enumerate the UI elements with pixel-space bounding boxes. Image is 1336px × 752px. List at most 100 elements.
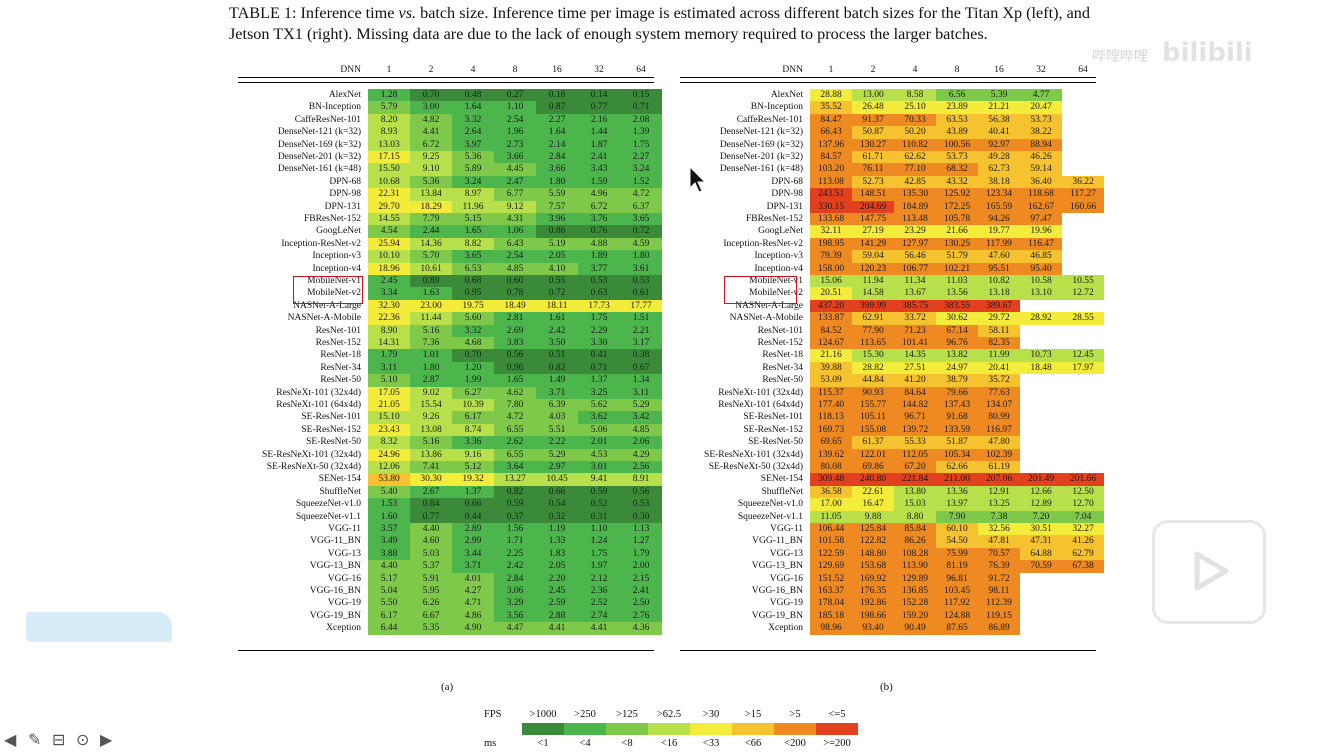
table-cell: 5.39	[978, 89, 1020, 102]
table-cell: 62.62	[894, 151, 936, 164]
table-cell: 124.88	[936, 609, 978, 623]
table-cell	[1062, 411, 1104, 423]
table-cell: 6.72	[410, 138, 452, 151]
table-cell: 3.83	[494, 337, 536, 350]
table-cell: 17.00	[810, 498, 852, 511]
table-cell: 10.55	[1062, 275, 1104, 288]
table-cell: 24.96	[368, 448, 410, 461]
row-label: SqueezeNet-v1.0	[295, 499, 361, 510]
table-cell: 23.00	[410, 299, 452, 313]
table-cell: 75.99	[936, 547, 978, 561]
table-cell: 4.41	[410, 126, 452, 139]
table-cell: 23.89	[936, 101, 978, 114]
table-cell: 5.04	[368, 585, 410, 598]
table-cell	[1062, 449, 1104, 461]
table-cell: 68.32	[936, 163, 978, 176]
table-cell: 3.30	[578, 337, 620, 350]
table-cell: 385.75	[894, 299, 936, 313]
table-cell: 1.65	[494, 374, 536, 387]
header-batch-1: 1	[828, 65, 834, 75]
table-cell: 97.47	[1020, 213, 1062, 226]
table-cell: 4.29	[620, 448, 662, 461]
table-cell: 2.76	[620, 609, 662, 623]
table-cell: 221.84	[894, 473, 936, 486]
table-cell: 113.08	[810, 175, 852, 189]
table-cell: 3.57	[368, 523, 410, 536]
table-cell: 17.05	[368, 386, 410, 399]
table-cell: 47.81	[978, 535, 1020, 548]
table-cell: 56.46	[894, 250, 936, 263]
table-cell: 10.58	[1020, 275, 1062, 288]
row-label: SE-ResNet-101	[301, 412, 361, 423]
more-icon[interactable]: ⊙	[76, 730, 90, 749]
table-cell: 96.81	[936, 572, 978, 585]
table-cell: 7.38	[978, 510, 1020, 523]
table-cell: 211.00	[936, 473, 978, 486]
table-cell: 5.40	[368, 485, 410, 499]
table-cell: 0.30	[620, 510, 662, 523]
table-cell: 27.19	[852, 225, 894, 238]
header-batch-4: 4	[912, 65, 918, 75]
table-cell: 0.55	[536, 275, 578, 288]
play-button[interactable]	[1152, 520, 1266, 624]
table-cell: 5.79	[368, 101, 410, 114]
table-cell: 1.79	[368, 349, 410, 362]
table-cell: 1.75	[578, 312, 620, 325]
table-cell: 11.34	[894, 275, 936, 288]
pen-icon[interactable]: ✎	[28, 730, 42, 749]
table-cell: 1.34	[620, 374, 662, 387]
table-cell	[1020, 449, 1062, 461]
table-cell: 192.86	[852, 597, 894, 610]
table-cell: 3.29	[494, 597, 536, 610]
mouse-cursor-icon	[689, 166, 707, 193]
legend-ms-value: <4	[579, 738, 591, 749]
table-cell: 82.35	[978, 337, 1020, 350]
table-cell: 77.90	[852, 324, 894, 337]
arrow-left-icon[interactable]: ◀	[4, 730, 17, 749]
row-label: ResNet-34	[762, 362, 803, 373]
slides-icon[interactable]: ⊟	[52, 730, 66, 749]
table-cell: 5.29	[620, 399, 662, 412]
table-cell: 123.34	[978, 188, 1020, 201]
table-cell: 0.87	[536, 101, 578, 114]
legend-fps-value: >5	[789, 709, 801, 720]
row-label: MobileNet-v1	[307, 276, 361, 286]
table-cell: 3.36	[452, 436, 494, 449]
table-cell: 0.77	[578, 101, 620, 114]
caption-vs: vs.	[398, 4, 417, 22]
table-cell: 155.77	[852, 399, 894, 412]
row-label: DenseNet-201 (k=32)	[277, 152, 361, 162]
header-dnn: DNN	[782, 65, 803, 75]
table-cell: 136.85	[894, 585, 936, 598]
table-cell: 2.27	[536, 113, 578, 127]
table-cell: 5.59	[536, 188, 578, 201]
table-cell: 6.72	[578, 200, 620, 213]
table-cell: 105.78	[936, 213, 978, 226]
table-cell: 2.54	[494, 250, 536, 263]
table-cell: 1.51	[620, 312, 662, 325]
table-cell: 102.39	[978, 448, 1020, 461]
table-cell: 3.32	[452, 324, 494, 337]
table-cell: 41.20	[894, 374, 936, 387]
table-cell: 32.11	[810, 225, 852, 238]
table-cell: 15.30	[852, 349, 894, 362]
table-cell: 0.41	[578, 349, 620, 362]
arrow-right-icon[interactable]: ▶	[100, 730, 113, 749]
table-cell: 0.52	[578, 498, 620, 511]
table-cell: 8.80	[894, 510, 936, 523]
table-cell: 13.18	[978, 287, 1020, 300]
table-cell: 2.74	[578, 609, 620, 623]
table-cell: 7.90	[936, 510, 978, 523]
table-cell: 79.39	[810, 250, 852, 263]
table-cell: 69.86	[852, 461, 894, 474]
table-cell: 19.96	[1020, 225, 1062, 238]
table-cell: 0.61	[620, 287, 662, 300]
table-cell	[1020, 399, 1062, 411]
row-label: MobileNet-v1	[749, 276, 803, 286]
table-cell: 6.55	[494, 423, 536, 437]
row-label: SE-ResNet-101	[743, 412, 803, 423]
table-cell: 5.17	[368, 572, 410, 585]
row-label: BN-Inception	[750, 102, 803, 113]
table-cell: 158.00	[810, 262, 852, 275]
table-cell	[1020, 337, 1062, 349]
